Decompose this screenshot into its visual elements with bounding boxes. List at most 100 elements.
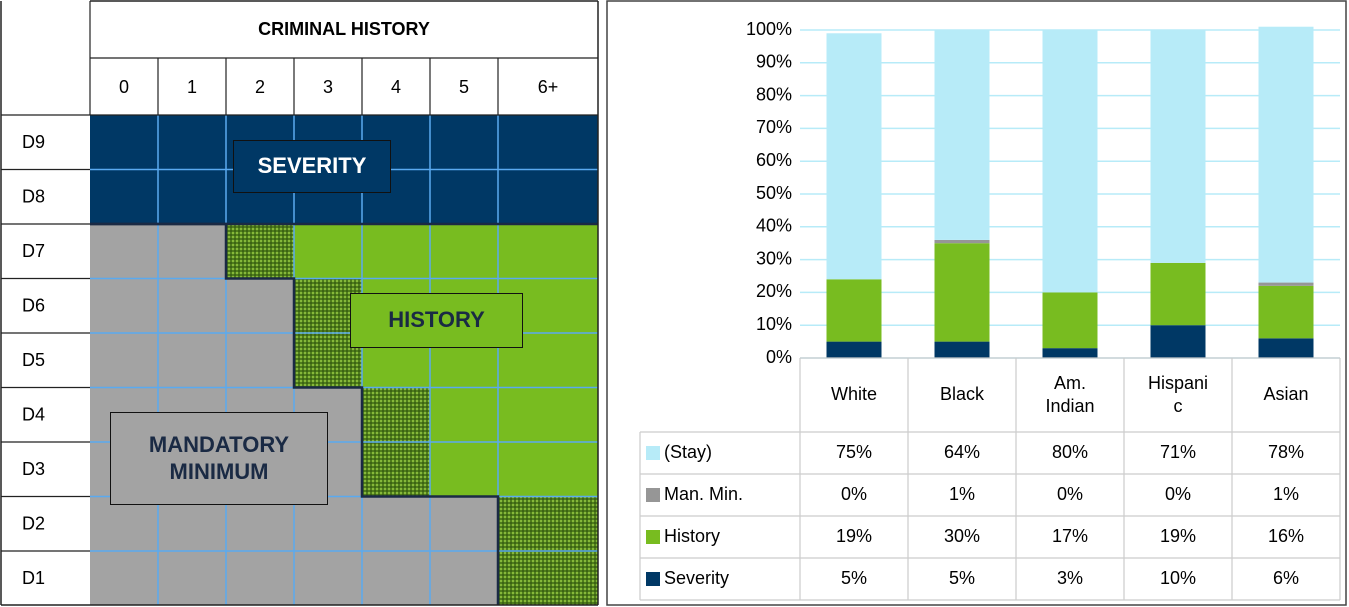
- row-label: D1: [22, 568, 45, 588]
- category-label-text: Asian: [1263, 384, 1309, 405]
- bar-segment: [934, 243, 990, 342]
- chart-border: [606, 0, 1347, 606]
- column-label: 2: [255, 77, 265, 97]
- category-label-box: Am. Indian: [1045, 372, 1095, 416]
- bar-segment: [1258, 285, 1314, 339]
- mandatory-label: MANDATORY MINIMUM: [110, 412, 328, 505]
- grid-cell: [294, 551, 362, 606]
- value-label: 30%: [944, 526, 980, 546]
- bar-segment: [934, 341, 990, 358]
- bar-segment: [934, 30, 990, 240]
- value-label: 1%: [1273, 484, 1299, 504]
- row-label: D8: [22, 186, 45, 206]
- category-label-text: White: [830, 384, 877, 405]
- legend-label: (Stay): [664, 442, 712, 462]
- grid-cell: [498, 169, 598, 224]
- grid-cell: [226, 496, 294, 551]
- category-label-text: Am. Indian: [1045, 372, 1095, 416]
- grid-cell: [158, 333, 226, 388]
- row-label: D4: [22, 404, 45, 424]
- y-tick-label: 60%: [756, 150, 792, 170]
- legend-label: History: [664, 526, 720, 546]
- value-label: 64%: [944, 442, 980, 462]
- category-label-box: Black: [908, 358, 1016, 432]
- grid-cell: [90, 333, 158, 388]
- value-label: 10%: [1160, 568, 1196, 588]
- category-label: Black: [908, 358, 1016, 432]
- row-label: D7: [22, 241, 45, 261]
- category-label-box: Asian: [1263, 384, 1309, 405]
- bar-segment: [934, 239, 990, 244]
- category-label: Hispanic: [1124, 358, 1232, 432]
- severity-label: SEVERITY: [233, 140, 391, 193]
- grid-cell: [90, 224, 158, 279]
- grid-cell: [158, 496, 226, 551]
- row-label: D2: [22, 513, 45, 533]
- value-label: 3%: [1057, 568, 1083, 588]
- grid-cell: [158, 278, 226, 333]
- bar-segment: [826, 341, 882, 358]
- mandatory-label-box: MANDATORY MINIMUM: [110, 412, 328, 505]
- grid-cell: [498, 224, 598, 279]
- grid-cell: [90, 551, 158, 606]
- grid-cell: [498, 442, 598, 497]
- value-label: 5%: [949, 568, 975, 588]
- grid-cell: [430, 387, 498, 442]
- grid-cell: [158, 224, 226, 279]
- bar-segment: [1150, 30, 1206, 263]
- grid-cell: [226, 333, 294, 388]
- grid-cell: [226, 224, 294, 279]
- legend-swatch: [646, 446, 660, 460]
- grid-cell: [362, 551, 430, 606]
- column-label: 0: [119, 77, 129, 97]
- grid-cell: [362, 496, 430, 551]
- y-tick-label: 80%: [756, 84, 792, 104]
- bar-segment: [1258, 282, 1314, 286]
- grid-cell: [430, 551, 498, 606]
- bar-segment: [1258, 338, 1314, 358]
- bar-segment: [826, 33, 882, 280]
- y-tick-label: 20%: [756, 281, 792, 301]
- grid-cell: [430, 169, 498, 224]
- column-label: 6+: [538, 77, 559, 97]
- column-label: 1: [187, 77, 197, 97]
- bar-segment: [826, 279, 882, 342]
- grid-cell: [90, 169, 158, 224]
- legend-label: Man. Min.: [664, 484, 743, 504]
- grid-cell: [226, 278, 294, 333]
- category-label-box: Hispanic: [1124, 358, 1232, 432]
- column-label: 3: [323, 77, 333, 97]
- category-label-box: White: [800, 358, 908, 432]
- y-tick-label: 10%: [756, 314, 792, 334]
- y-tick-label: 90%: [756, 52, 792, 72]
- column-label: 4: [391, 77, 401, 97]
- grid-cell: [294, 224, 362, 279]
- value-label: 78%: [1268, 442, 1304, 462]
- legend-label: Severity: [664, 568, 729, 588]
- row-label: D6: [22, 295, 45, 315]
- value-label: 5%: [841, 568, 867, 588]
- grid-cell: [90, 496, 158, 551]
- grid-cell: [362, 224, 430, 279]
- value-label: 19%: [1160, 526, 1196, 546]
- y-tick-label: 70%: [756, 117, 792, 137]
- bar-segment: [1042, 30, 1098, 293]
- grid-cell: [362, 442, 430, 497]
- grid-cell: [430, 224, 498, 279]
- row-label: D9: [22, 132, 45, 152]
- category-label: White: [800, 358, 908, 432]
- grid-cell: [158, 551, 226, 606]
- bar-segment: [1150, 262, 1206, 326]
- grid-cell: [294, 496, 362, 551]
- value-label: 80%: [1052, 442, 1088, 462]
- value-label: 16%: [1268, 526, 1304, 546]
- legend-swatch: [646, 488, 660, 502]
- y-tick-label: 50%: [756, 183, 792, 203]
- value-label: 1%: [949, 484, 975, 504]
- history-label-box: HISTORY: [350, 293, 523, 348]
- grid-cell: [498, 496, 598, 551]
- grid-cell: [90, 278, 158, 333]
- bar-segment: [1258, 26, 1314, 283]
- region-border: [90, 222, 500, 605]
- row-label: D5: [22, 350, 45, 370]
